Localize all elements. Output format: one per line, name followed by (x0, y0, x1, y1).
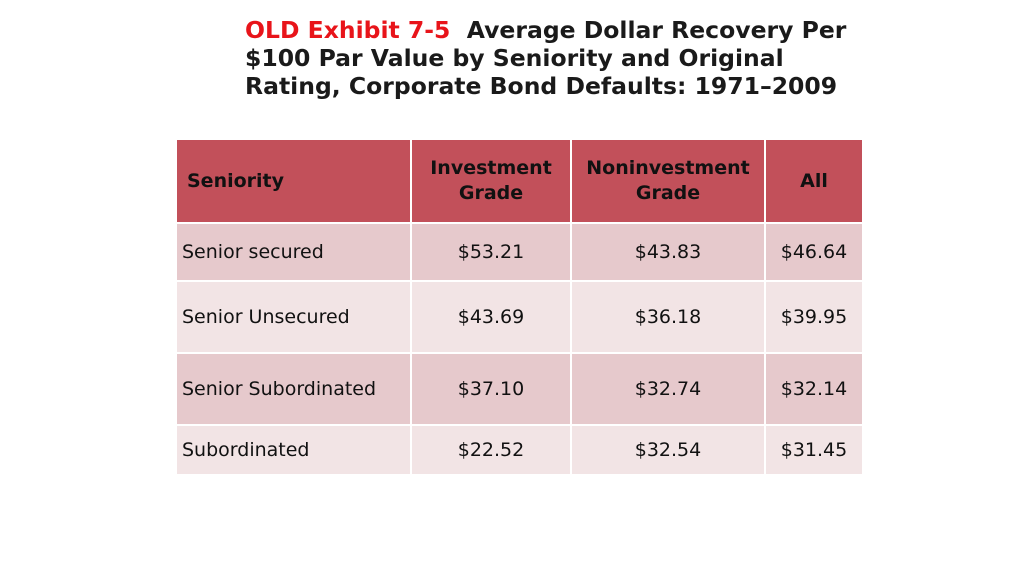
recovery-table: Seniority Investment Grade Noninvestment… (175, 138, 864, 476)
cell-investment: $37.10 (410, 352, 572, 426)
header-all: All (764, 138, 864, 224)
exhibit-label: OLD Exhibit 7-5 (245, 16, 451, 44)
row-label: Senior Unsecured (175, 280, 412, 354)
cell-all: $46.64 (764, 222, 864, 282)
header-noninvestment-grade: Noninvestment Grade (570, 138, 766, 224)
cell-all: $39.95 (764, 280, 864, 354)
cell-investment: $53.21 (410, 222, 572, 282)
cell-noninvestment: $32.54 (570, 424, 766, 476)
cell-investment: $22.52 (410, 424, 572, 476)
cell-all: $31.45 (764, 424, 864, 476)
table-row: Senior Unsecured $43.69 $36.18 $39.95 (175, 280, 864, 354)
cell-noninvestment: $32.74 (570, 352, 766, 426)
row-label: Senior Subordinated (175, 352, 412, 426)
table-row: Senior Subordinated $37.10 $32.74 $32.14 (175, 352, 864, 426)
header-seniority: Seniority (175, 138, 412, 224)
row-label: Subordinated (175, 424, 412, 476)
row-label: Senior secured (175, 222, 412, 282)
cell-all: $32.14 (764, 352, 864, 426)
title-text: Average Dollar Recovery Per $100 Par Val… (245, 16, 847, 100)
page-title: OLD Exhibit 7-5 Average Dollar Recovery … (245, 16, 885, 100)
cell-noninvestment: $43.83 (570, 222, 766, 282)
table-header-row: Seniority Investment Grade Noninvestment… (175, 138, 864, 224)
table-row: Senior secured $53.21 $43.83 $46.64 (175, 222, 864, 282)
cell-noninvestment: $36.18 (570, 280, 766, 354)
table-row: Subordinated $22.52 $32.54 $31.45 (175, 424, 864, 476)
cell-investment: $43.69 (410, 280, 572, 354)
header-investment-grade: Investment Grade (410, 138, 572, 224)
